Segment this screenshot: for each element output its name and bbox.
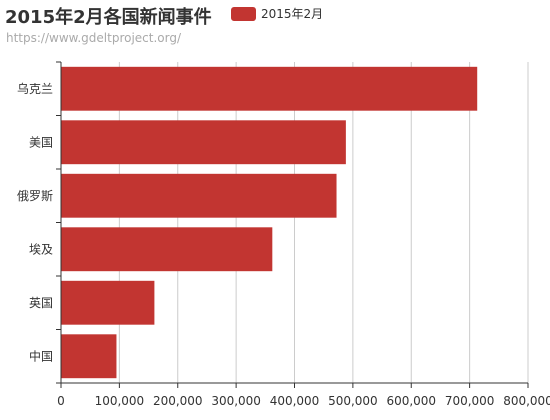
x-tick-label-8: 800,000 <box>503 394 550 408</box>
chart-title: 2015年2月各国新闻事件 <box>5 7 212 28</box>
x-tick-label-2: 200,000 <box>153 394 203 408</box>
x-tick-label-4: 400,000 <box>270 394 320 408</box>
x-tick-label-7: 700,000 <box>445 394 495 408</box>
y-tick-label-0: 中国 <box>29 348 53 363</box>
legend-swatch <box>231 6 256 21</box>
legend-label: 2015年2月 <box>261 7 324 21</box>
bar-5 <box>61 66 478 111</box>
bar-2 <box>61 227 273 272</box>
y-tick-label-4: 美国 <box>29 135 53 149</box>
y-tick-label-2: 埃及 <box>29 242 53 256</box>
x-tick-label-1: 100,000 <box>95 394 145 408</box>
x-tick-label-6: 600,000 <box>386 394 436 408</box>
y-tick-label-5: 乌克兰 <box>17 81 53 96</box>
x-tick-label-0: 0 <box>57 394 65 408</box>
y-tick-label-3: 俄罗斯 <box>17 189 53 203</box>
x-tick-label-5: 500,000 <box>328 394 378 408</box>
y-tick-label-1: 英国 <box>29 296 53 310</box>
bar-0 <box>61 334 117 379</box>
bar-1 <box>61 280 155 325</box>
bar-3 <box>61 173 337 218</box>
legend[interactable]: 2015年2月 <box>231 5 323 22</box>
x-tick-label-3: 300,000 <box>211 394 261 408</box>
bar-4 <box>61 120 346 165</box>
chart-subtitle-link[interactable]: https://www.gdeltproject.org/ <box>6 31 182 45</box>
